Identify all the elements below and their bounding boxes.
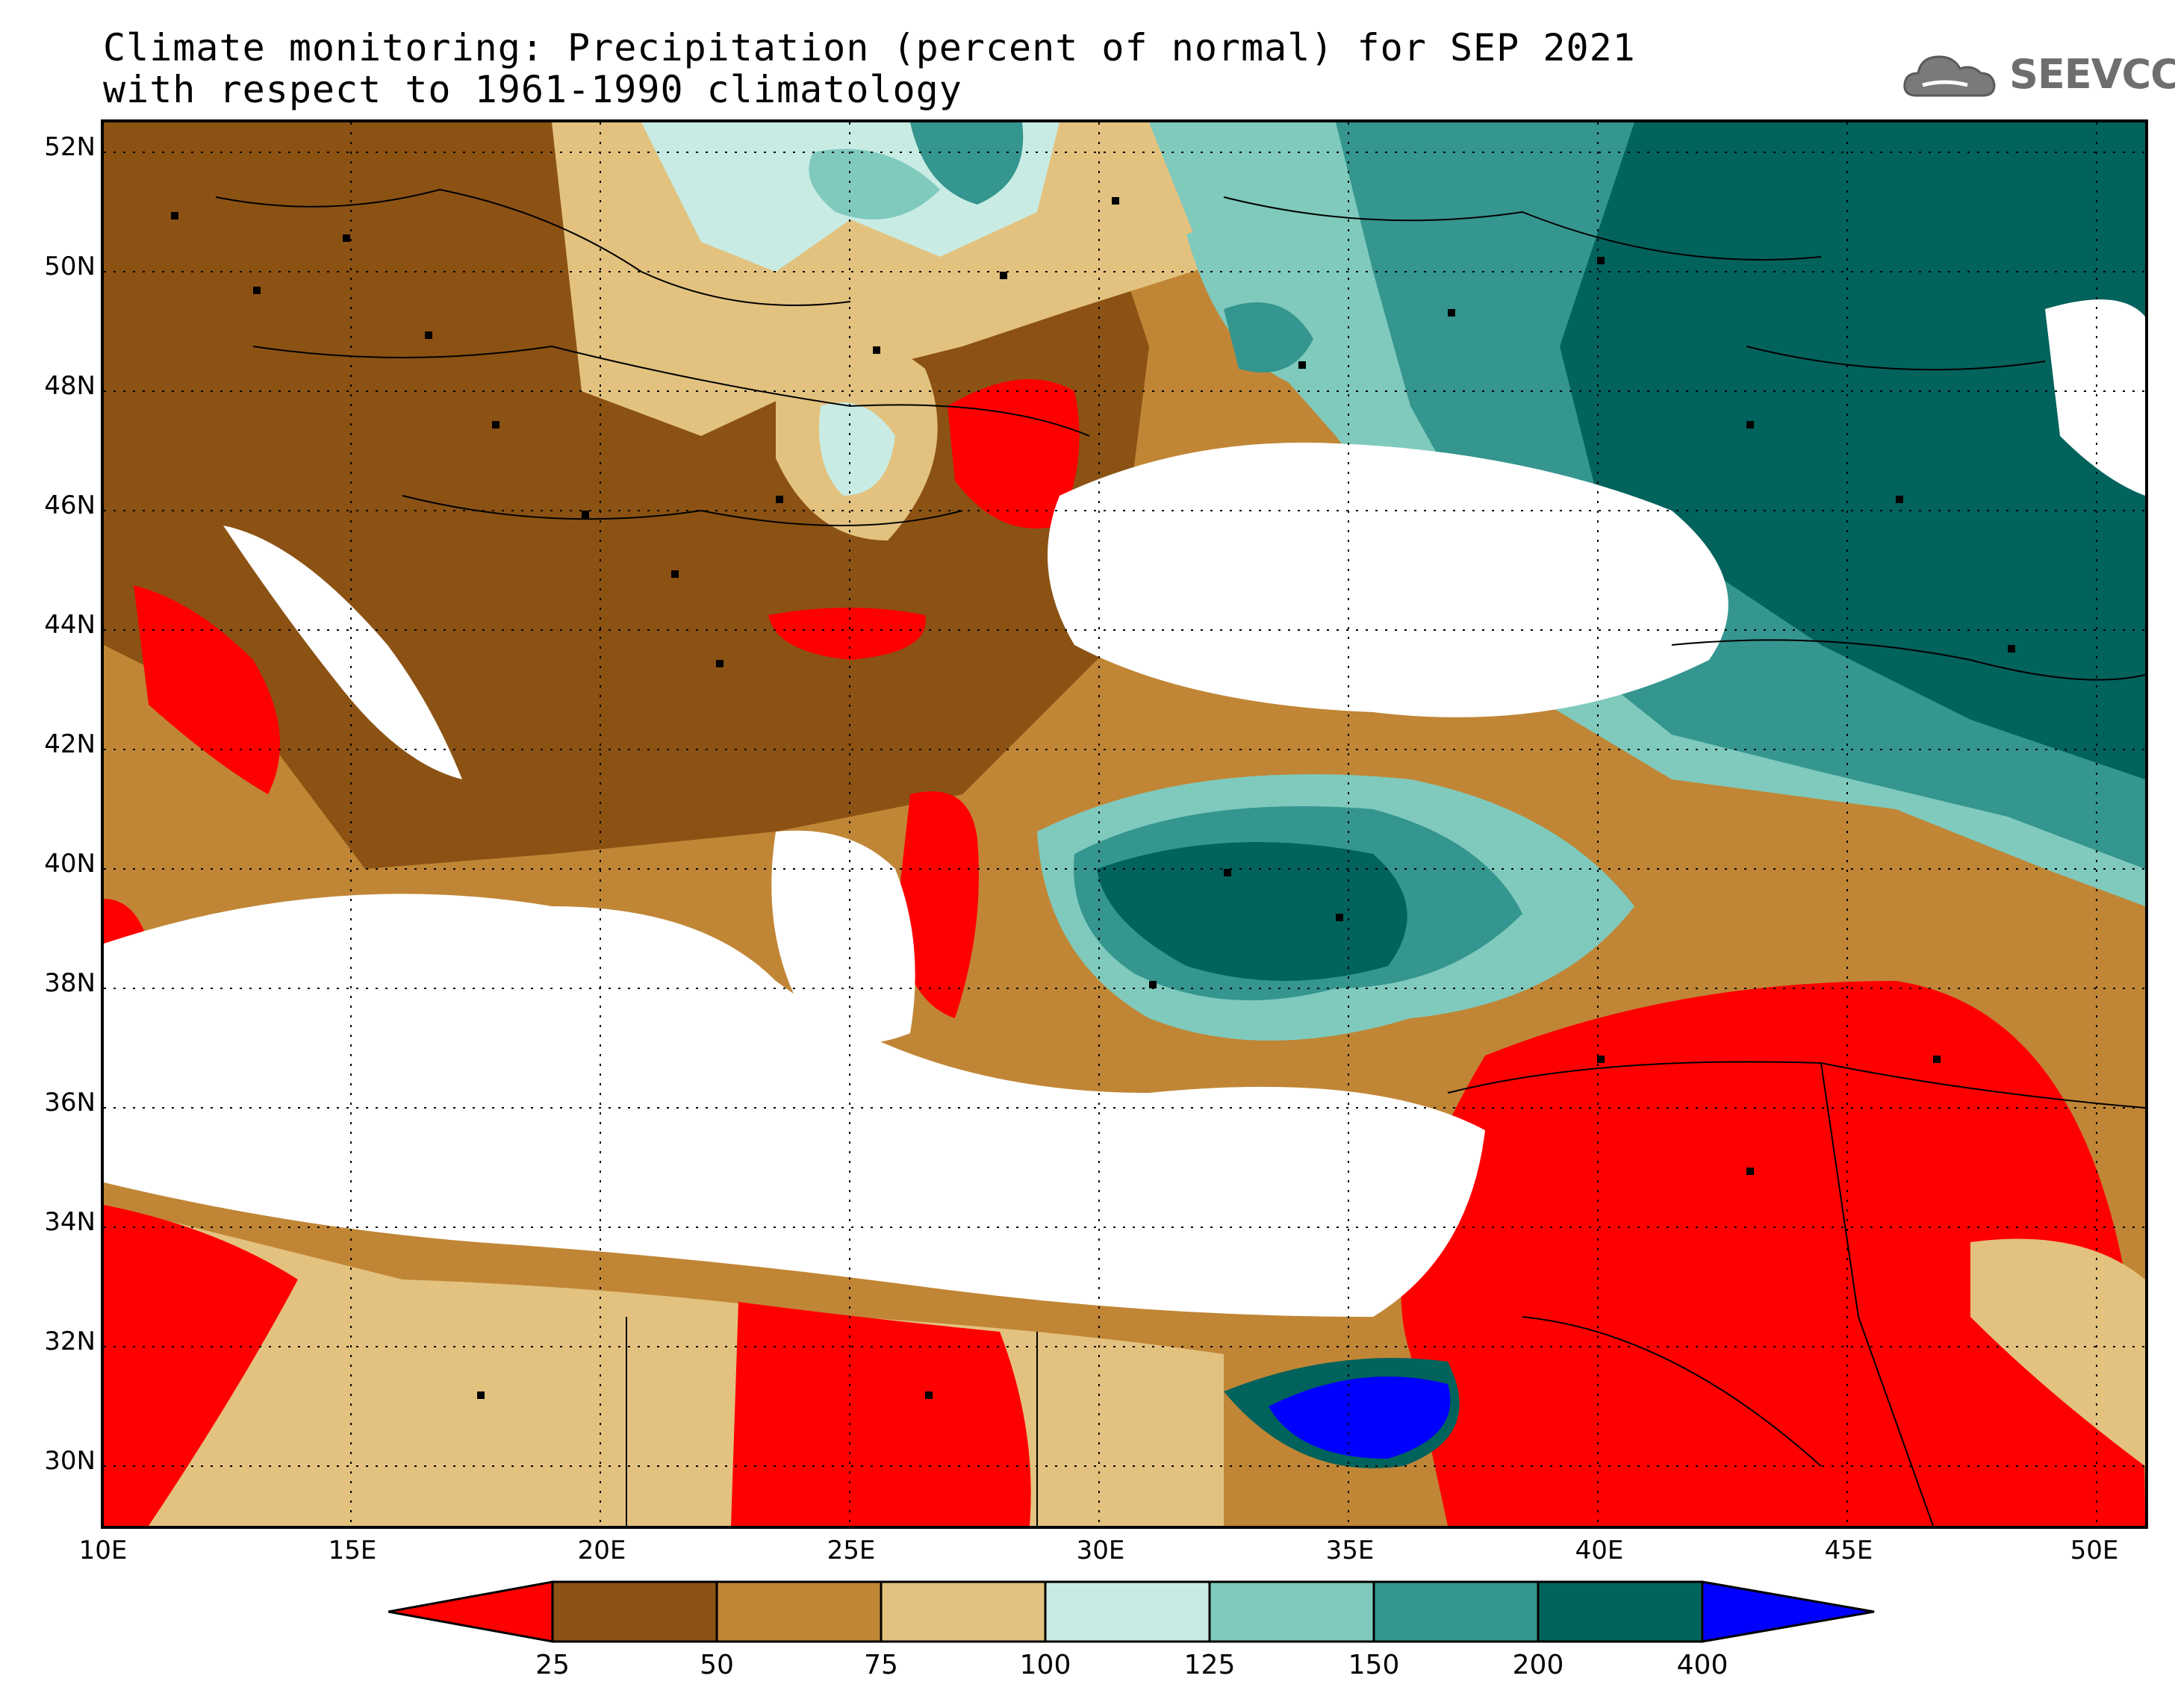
- lat-label: 42N: [44, 729, 96, 759]
- lon-label: 15E: [328, 1536, 377, 1565]
- map-title-line2: with respect to 1961-1990 climatology: [103, 68, 962, 111]
- lat-label: 46N: [44, 490, 96, 520]
- region-east-dark-teal: [1560, 122, 2145, 779]
- colorbar-segment-lt25: [388, 1580, 554, 1643]
- lon-label: 35E: [1325, 1536, 1375, 1565]
- region-gulf-tan: [1970, 1238, 2145, 1466]
- region-anatolia-dark: [1097, 842, 1407, 981]
- country-borders: [215, 188, 2145, 1526]
- colorbar-segment: [1208, 1580, 1375, 1643]
- lat-label: 30N: [44, 1446, 96, 1476]
- colorbar: [388, 1580, 1875, 1643]
- colorbar-segment: [715, 1580, 883, 1643]
- region-teal-belarus: [809, 149, 940, 219]
- region-west-turkey-red: [895, 791, 979, 1018]
- lat-label: 32N: [44, 1327, 96, 1356]
- colorbar-segment: [880, 1580, 1047, 1643]
- region-italy-red: [134, 585, 280, 794]
- region-mesopotamia-red: [1401, 981, 2145, 1526]
- cloud-icon: [1903, 55, 1996, 97]
- colorbar-label: 125: [1183, 1650, 1236, 1680]
- lat-label: 40N: [44, 849, 96, 879]
- logo-text: SEEVCCC: [2009, 51, 2175, 98]
- region-teal-core: [1224, 302, 1313, 373]
- region-romania-red: [948, 379, 1080, 529]
- station-markers: [171, 197, 2015, 1399]
- graticule: [104, 122, 2145, 1526]
- region-sinai-blue: [1269, 1377, 1451, 1459]
- region-teal-patch: [910, 122, 1024, 205]
- colorbar-label: 400: [1676, 1650, 1729, 1680]
- adriatic-sea: [223, 526, 462, 779]
- colorbar-segment: [551, 1580, 718, 1643]
- lat-label: 38N: [44, 968, 96, 998]
- colorbar-label: 150: [1348, 1650, 1400, 1680]
- black-sea: [1048, 442, 1729, 717]
- region-bulgaria-red: [768, 608, 926, 660]
- lon-label: 30E: [1076, 1536, 1125, 1565]
- region-teal-belt: [1186, 222, 1376, 391]
- lat-label: 36N: [44, 1088, 96, 1118]
- lon-label: 10E: [78, 1536, 128, 1565]
- lon-label: 25E: [827, 1536, 876, 1565]
- lat-label: 48N: [44, 371, 96, 401]
- colorbar-label: 100: [1019, 1650, 1071, 1680]
- colorbar-segment: [1044, 1580, 1211, 1643]
- colorbar-label: 75: [864, 1650, 898, 1680]
- map-title-line1: Climate monitoring: Precipitation (perce…: [103, 26, 1636, 69]
- region-egypt-west-red: [731, 1302, 1031, 1526]
- caspian-sea: [2045, 299, 2145, 496]
- precipitation-map: [101, 119, 2148, 1529]
- lon-label: 45E: [1824, 1536, 1873, 1565]
- colorbar-label: 25: [535, 1650, 570, 1680]
- region-ukraine-light: [819, 402, 895, 496]
- lat-label: 34N: [44, 1207, 96, 1237]
- map-canvas: [104, 122, 2145, 1526]
- region-libya-red: [104, 1205, 298, 1526]
- seevccc-logo: SEEVCCC: [1900, 43, 2175, 110]
- lon-label: 20E: [577, 1536, 626, 1565]
- aegean-sea: [771, 830, 915, 1044]
- lat-label: 50N: [44, 252, 96, 281]
- mediterranean-sea: [104, 894, 1485, 1317]
- lat-label: 52N: [44, 132, 96, 162]
- colorbar-segment-gt400: [1701, 1580, 1875, 1643]
- colorbar-segment: [1372, 1580, 1540, 1643]
- colorbar-segment: [1537, 1580, 1704, 1643]
- colorbar-label: 200: [1512, 1650, 1564, 1680]
- lat-label: 44N: [44, 610, 96, 640]
- colorbar-label: 50: [700, 1650, 734, 1680]
- lon-label: 50E: [2070, 1536, 2119, 1565]
- lon-label: 40E: [1575, 1536, 1624, 1565]
